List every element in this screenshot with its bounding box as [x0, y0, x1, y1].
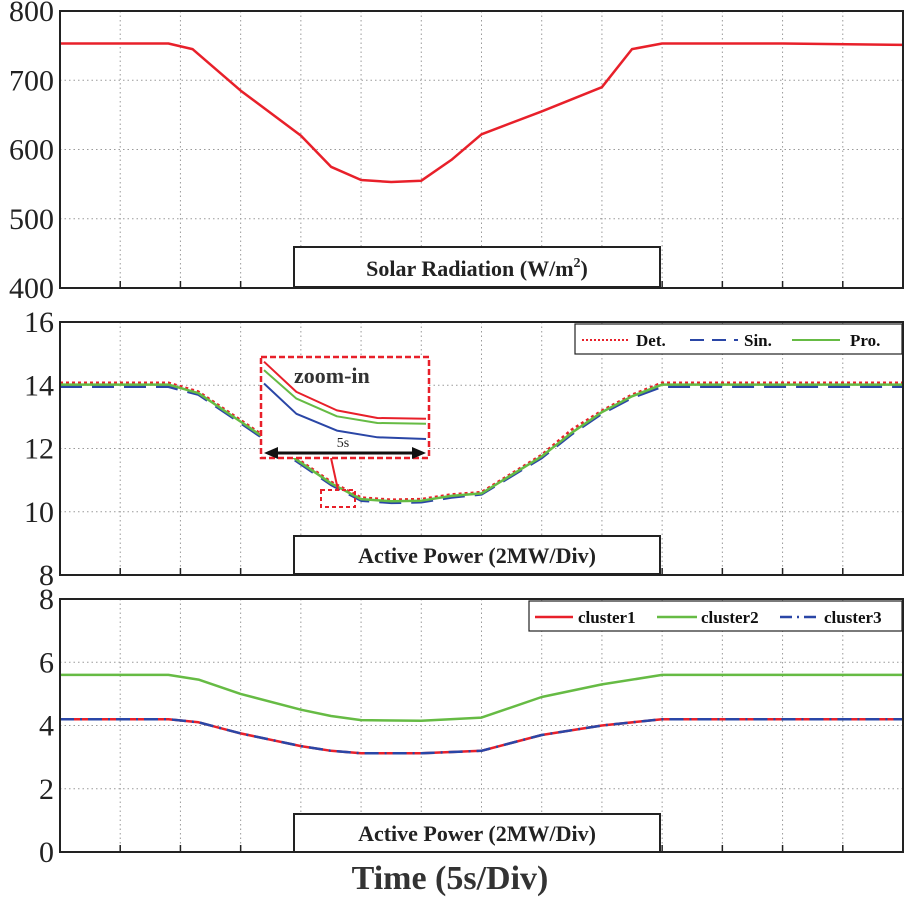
clusters-series	[60, 673, 903, 755]
legend-det-label: Det.	[636, 331, 666, 350]
y-tick-label: 16	[24, 306, 54, 339]
solar-grid	[60, 11, 903, 288]
series-line-cluster3	[60, 717, 903, 755]
series-line-solarradiation	[60, 42, 904, 184]
y-tick-label: 0	[39, 836, 54, 869]
clusters-title-box	[293, 813, 661, 853]
methods-series	[60, 381, 903, 505]
series-line-det	[60, 381, 903, 501]
inset-curve-det	[263, 360, 427, 420]
solar-title-box	[293, 246, 661, 288]
legend-cluster2-label: cluster2	[701, 608, 759, 627]
inset-title: zoom-in	[294, 363, 370, 388]
y-tick-label: 500	[9, 203, 54, 236]
inset-curve-sin	[263, 382, 427, 440]
y-tick-label: 10	[24, 496, 54, 529]
active-power-clusters-panel: 0 2 4 6 8 cluster1 cluster2 cluster3 Active …	[39, 583, 904, 869]
y-tick-label: 8	[39, 559, 54, 592]
inset-span-arrowhead-right	[412, 447, 426, 459]
y-tick-label: 8	[39, 583, 54, 616]
series-line-pro	[60, 383, 903, 503]
solar-title-close: )	[581, 256, 588, 281]
y-tick-label: 4	[39, 710, 54, 743]
methods-legend: Det. Sin. Pro.	[574, 323, 903, 355]
solar-title: Solar Radiation (W/m2)	[366, 256, 588, 281]
methods-title-box	[293, 535, 661, 575]
solar-title-superscript: 2	[574, 256, 581, 271]
y-tick-label: 14	[24, 369, 54, 402]
x-axis-label: Time (5s/Div)	[352, 860, 549, 897]
clusters-y-tick-labels: 0 2 4 6 8	[39, 583, 54, 869]
active-power-methods-panel: 8 10 12 14 16 Det. Sin. Pro. zoom-in 5s Acti…	[24, 306, 904, 592]
solar-radiation-panel: 400 500 600 700 800 Solar Radiation (W/m2)	[9, 0, 904, 305]
methods-legend-box	[574, 323, 903, 355]
clusters-title: Active Power (2MW/Div)	[358, 821, 596, 846]
solar-title-main: Solar Radiation (W/m	[366, 256, 573, 281]
solar-series	[60, 42, 904, 184]
methods-title: Active Power (2MW/Div)	[358, 543, 596, 568]
legend-cluster3-label: cluster3	[824, 608, 882, 627]
inset-span-arrowhead-left	[264, 447, 278, 459]
legend-sin-label: Sin.	[744, 331, 772, 350]
y-tick-label: 6	[39, 646, 54, 679]
inset-curve-pro	[263, 369, 427, 425]
y-tick-label: 800	[9, 0, 54, 28]
y-tick-label: 600	[9, 134, 54, 167]
legend-pro-label: Pro.	[850, 331, 880, 350]
y-tick-label: 12	[24, 433, 54, 466]
clusters-legend-box	[528, 600, 903, 632]
inset-series	[263, 360, 427, 440]
legend-cluster1-label: cluster1	[578, 608, 636, 627]
clusters-grid	[60, 599, 903, 852]
series-line-sin	[60, 385, 903, 505]
zoom-connector	[330, 457, 339, 491]
zoom-in-inset: zoom-in 5s	[259, 355, 431, 460]
y-tick-label: 700	[9, 64, 54, 97]
y-tick-label: 2	[39, 773, 54, 806]
methods-y-tick-labels: 8 10 12 14 16	[24, 306, 54, 592]
y-tick-label: 400	[9, 272, 54, 305]
solar-y-tick-labels: 400 500 600 700 800	[9, 0, 54, 305]
clusters-legend: cluster1 cluster2 cluster3	[528, 600, 903, 632]
inset-span-label: 5s	[337, 436, 349, 451]
series-line-cluster2	[60, 673, 903, 723]
